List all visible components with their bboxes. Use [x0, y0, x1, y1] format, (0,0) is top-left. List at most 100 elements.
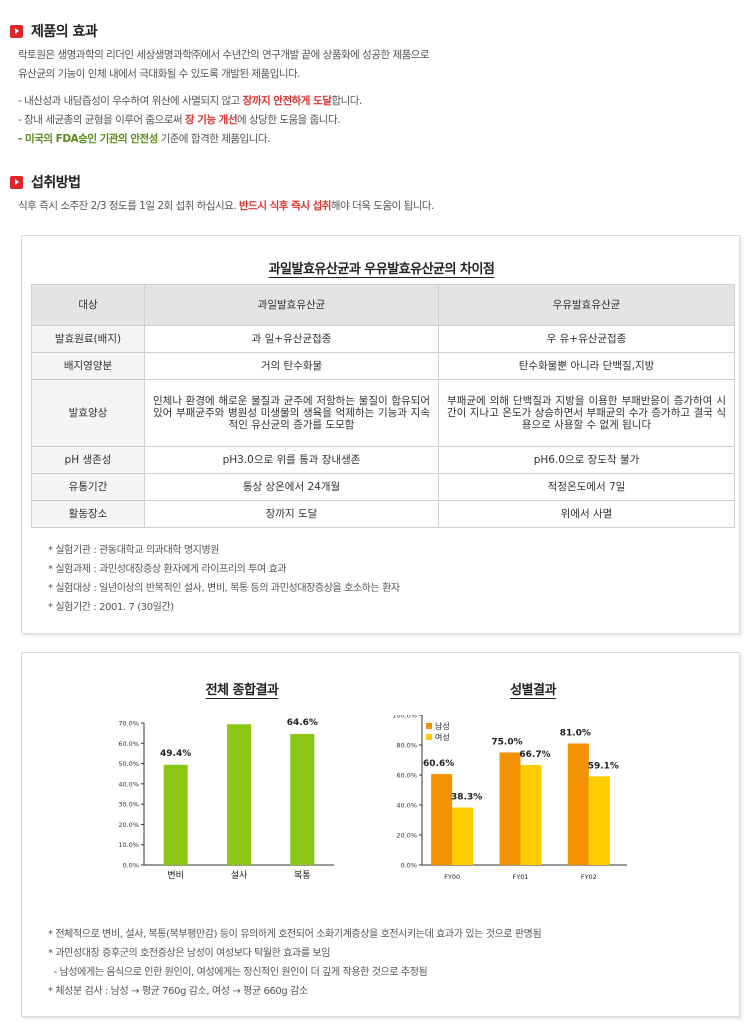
note-line: * 전체적으로 변비, 설사, 복통(복부팽만감) 등이 유의하게 호전되어 소… — [48, 929, 542, 940]
x-tick-label: FY01 — [513, 873, 529, 881]
effect-point-text-end: 에 상당한 도움을 줍니다. — [237, 114, 340, 126]
gender-chart-title: 성별결과 — [510, 683, 556, 698]
table-cell: 인체나 환경에 해로운 물질과 균주에 저항하는 물질이 함유되어 있어 부패균… — [144, 379, 439, 447]
intake-text: 식후 즉시 소주잔 2/3 정도를 1일 2회 섭취 하십시요. — [18, 200, 240, 212]
effect-point-text-end: 기준에 합격한 제품입니다. — [157, 133, 271, 145]
legend-label: 여성 — [435, 732, 450, 742]
data-label: 64.6% — [287, 718, 318, 728]
data-label: 60.6% — [423, 759, 454, 769]
bar — [163, 764, 188, 865]
effect-point-text-end: 합니다. — [331, 95, 362, 107]
y-tick-label: 60.0% — [396, 772, 417, 780]
intro-line: 유산균의 기능이 인체 내에서 극대화될 수 있도록 개발된 제품입니다. — [18, 68, 301, 80]
note-line: * 실험대상 : 일년이상의 반복적인 설사, 변비, 복통 등의 과민성대장증… — [48, 583, 400, 594]
result-notes: * 전체적으로 변비, 설사, 복통(복부팽만감) 등이 유의하게 호전되어 소… — [48, 925, 542, 1001]
table-cell: 부패균에 의해 단백질과 지방을 이용한 부패반응이 증가하여 시간이 지나고 … — [438, 379, 735, 447]
legend-swatch — [426, 723, 432, 729]
row-label-cell: 발효양상 — [31, 379, 145, 447]
table-cell: 거의 탄수화물 — [144, 352, 439, 380]
bar-male — [567, 743, 589, 865]
note-line: - 남성에게는 음식으로 인한 원인이, 여성에게는 정신적인 원인이 더 깊게… — [48, 967, 428, 978]
y-tick-label: 10.0% — [118, 841, 139, 849]
y-tick-label: 60.0% — [118, 740, 139, 748]
intro-line: 락토원은 생명과학의 리더인 세상생명과학㈜에서 수년간의 연구개발 끝에 상품… — [18, 49, 430, 61]
section-title-text: 섭취방법 — [31, 175, 81, 191]
effect-point-highlight: 미국의 FDA승인 기관의 안전성 — [25, 133, 158, 145]
row-label-cell: 유통기간 — [31, 473, 145, 501]
bar-female — [588, 776, 610, 865]
table-cell: pH3.0으로 위를 통과 장내생존 — [144, 446, 439, 474]
row-label-cell: pH 생존성 — [31, 446, 145, 474]
data-label: 75.0% — [491, 738, 522, 748]
x-tick-label: 설사 — [231, 870, 248, 881]
effect-point: - 장내 세균총의 균형을 이루어 줌으로써 장 기능 개선에 상당한 도움을 … — [18, 111, 362, 130]
bar — [227, 724, 251, 865]
intake-instruction: 식후 즉시 소주잔 2/3 정도를 1일 2회 섭취 하십시요. 반드시 식후 … — [18, 197, 434, 216]
comparison-title: 과일발효유산균과 우유발효유산균의 차이점 — [268, 262, 495, 277]
x-tick-label: 복통 — [294, 870, 311, 881]
overall-chart-title: 전체 종합결과 — [205, 683, 279, 698]
note-line: * 실험기간 : 2001. 7 (30일간) — [48, 602, 174, 613]
table-cell: 과 일+유산균접종 — [144, 325, 439, 353]
gender-chart: 0.0% 20.0% 40.0% 60.0% 80.0% 100.0% 60.6% 38.3%… — [392, 715, 627, 881]
note-line: * 과민성대장 증후군의 호전증상은 남성이 여성보다 탁월한 효과를 보임 — [48, 948, 331, 959]
y-tick-label: 0.0% — [122, 862, 139, 870]
note-line: * 실험기관 : 관동대학교 의과대학 명지병원 — [48, 545, 220, 556]
y-tick-label: 20.0% — [396, 832, 417, 840]
table-row: 배지영양분 거의 탄수화물 탄수화물뿐 아니라 단백질,지방 — [31, 352, 735, 380]
effect-point-text: - 장내 세균총의 균형을 이루어 줌으로써 — [18, 114, 185, 126]
intake-highlight: 반드시 식후 즉시 섭취 — [239, 200, 331, 212]
comparison-box: 과일발효유산균과 우유발효유산균의 차이점 대상 과일발효유산균 우유발효유산균… — [21, 235, 740, 634]
data-label: 38.3% — [451, 793, 482, 803]
table-cell: 통상 상온에서 24개월 — [144, 473, 439, 501]
intake-text-end: 해야 더욱 도움이 됩니다. — [330, 200, 434, 212]
bar-female — [452, 807, 474, 865]
effect-point-text: - 내산성과 내담즙성이 우수하여 위산에 사멸되지 않고 — [18, 95, 243, 107]
x-tick-label: 변비 — [167, 870, 184, 881]
section-title-effects: 제품의 효과 — [10, 21, 98, 41]
row-label-cell: 배지영양분 — [31, 352, 145, 380]
table-cell: 우 유+유산균접종 — [438, 325, 735, 353]
table-cell: 위에서 사멸 — [438, 500, 735, 528]
comparison-table: 대상 과일발효유산균 우유발효유산균 발효원료(배지) 과 일+유산균접종 우 유+… — [31, 284, 735, 528]
bar — [290, 733, 315, 865]
y-tick-label: 40.0% — [118, 780, 139, 788]
x-tick-label: FY00 — [444, 873, 460, 881]
table-row: pH 생존성 pH3.0으로 위를 통과 장내생존 pH6.0으로 장도착 불가 — [31, 446, 735, 474]
y-tick-label: 80.0% — [396, 742, 417, 750]
table-header-row: 대상 과일발효유산균 우유발효유산균 — [31, 284, 735, 326]
y-tick-label: 50.0% — [118, 760, 139, 768]
header-cell: 과일발효유산균 — [144, 284, 439, 326]
results-box: 전체 종합결과 성별결과 0.0% 10.0% 20.0% 30.0% 40.0% 50.… — [21, 652, 740, 1017]
bar-male — [499, 752, 521, 865]
overall-chart: 0.0% 10.0% 20.0% 30.0% 40.0% 50.0% 60.0% 70.0% 4… — [118, 715, 334, 881]
table-cell: 적정온도에서 7일 — [438, 473, 735, 501]
note-line: * 체성분 검사 : 남성 → 평균 760g 감소, 여성 → 평균 660g… — [48, 986, 308, 997]
y-tick-label: 70.0% — [118, 720, 139, 728]
effect-point-highlight: 장까지 안전하게 도달 — [242, 95, 332, 107]
y-tick-label: 0.0% — [400, 862, 417, 870]
data-label: 69.4% — [223, 715, 254, 718]
y-tick-label: 30.0% — [118, 801, 139, 809]
row-label-cell: 발효원료(배지) — [31, 325, 145, 353]
section-bullet-icon — [10, 24, 23, 38]
header-cell: 우유발효유산균 — [438, 284, 735, 326]
bar-female — [520, 764, 542, 865]
table-cell: pH6.0으로 장도착 불가 — [438, 446, 735, 474]
table-row: 발효양상 인체나 환경에 해로운 물질과 균주에 저항하는 물질이 함유되어 있어… — [31, 379, 735, 447]
bar-male — [431, 774, 453, 865]
data-label: 81.0% — [560, 729, 591, 739]
row-label-cell: 활동장소 — [31, 500, 145, 528]
intro-paragraph: 락토원은 생명과학의 리더인 세상생명과학㈜에서 수년간의 연구개발 끝에 상품… — [18, 46, 430, 84]
table-row: 발효원료(배지) 과 일+유산균접종 우 유+유산균접종 — [31, 325, 735, 353]
data-label: 59.1% — [588, 761, 619, 771]
header-cell: 대상 — [31, 284, 145, 326]
note-line: * 실험과제 : 과민성대장증상 환자에게 라이프리의 투여 효과 — [48, 564, 287, 575]
experiment-notes: * 실험기관 : 관동대학교 의과대학 명지병원 * 실험과제 : 과민성대장증상… — [48, 541, 400, 617]
table-cell: 탄수화물뿐 아니라 단백질,지방 — [438, 352, 735, 380]
y-tick-label: 40.0% — [396, 802, 417, 810]
table-row: 활동장소 장까지 도달 위에서 사멸 — [31, 500, 735, 528]
section-title-intake: 섭취방법 — [10, 172, 81, 192]
section-bullet-icon — [10, 175, 23, 189]
data-label: 49.4% — [160, 749, 191, 759]
